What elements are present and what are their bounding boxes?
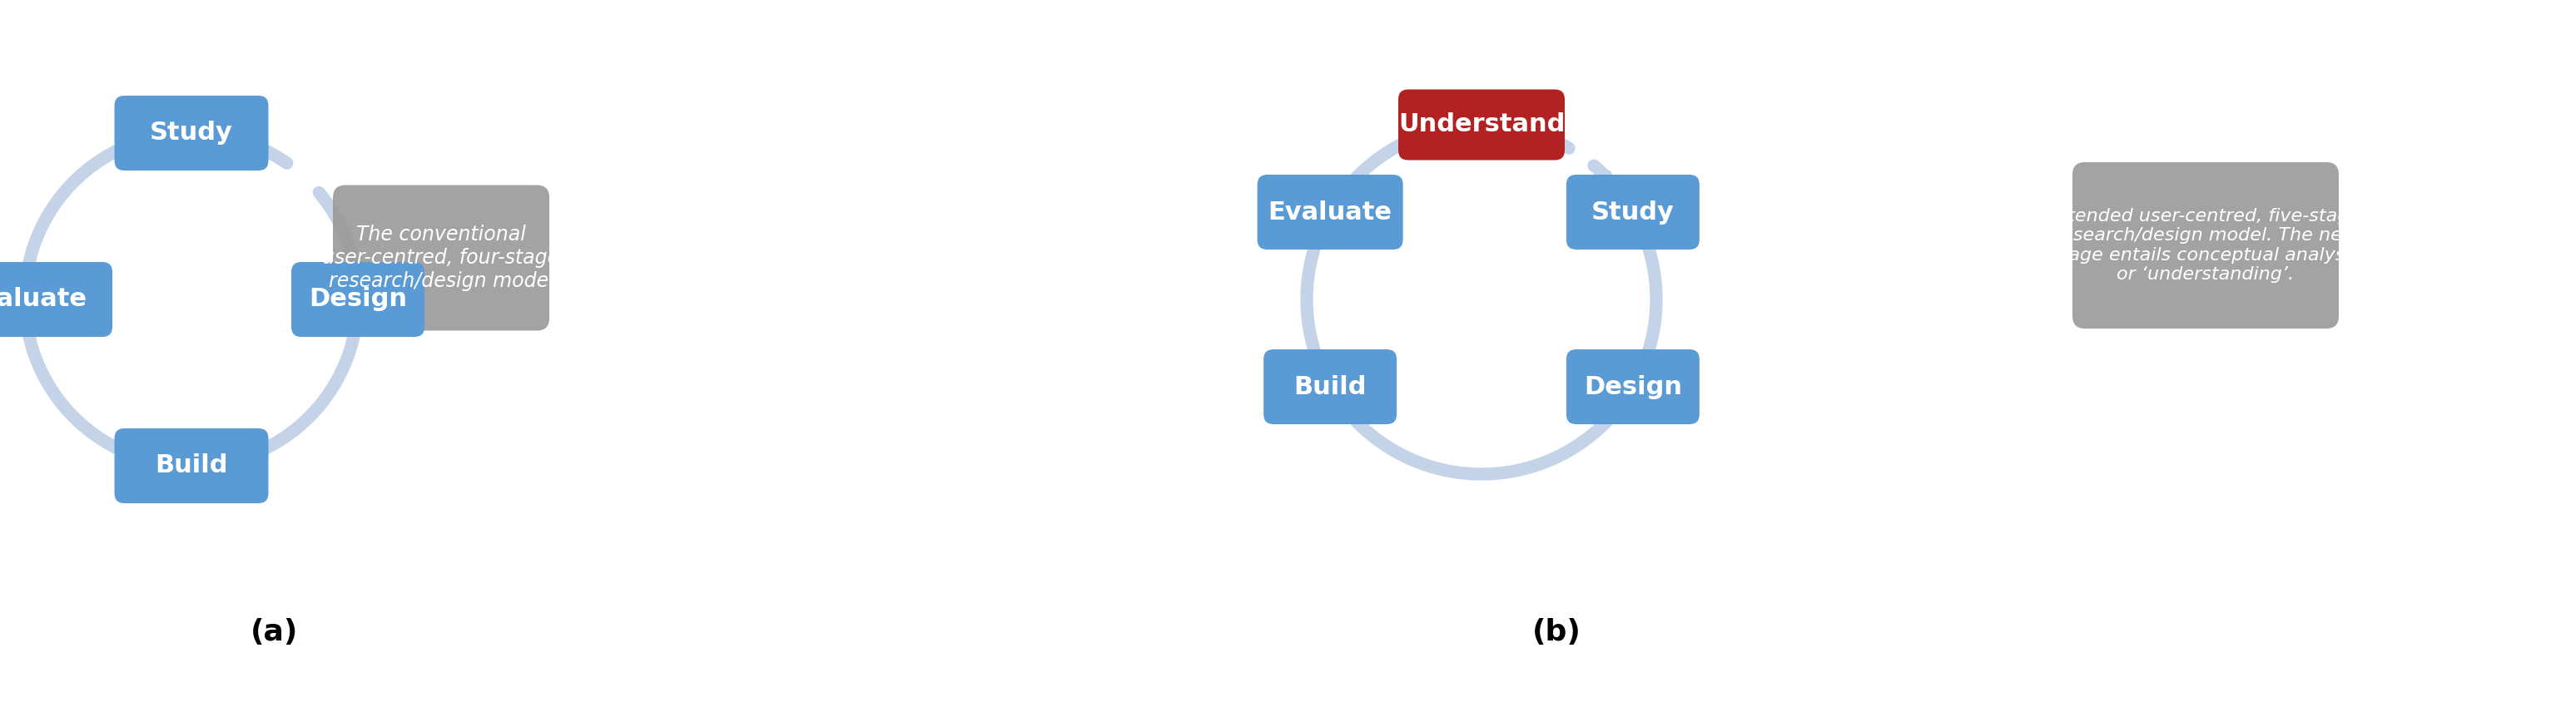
FancyBboxPatch shape <box>1566 175 1700 250</box>
FancyBboxPatch shape <box>113 428 268 503</box>
Text: Extended user-centred, five-stage,
research/design model. The new
stage entails : Extended user-centred, five-stage, resea… <box>2045 208 2367 282</box>
FancyBboxPatch shape <box>1399 90 1564 160</box>
Text: Study: Study <box>149 121 232 145</box>
Text: Build: Build <box>1293 375 1365 399</box>
FancyBboxPatch shape <box>2074 162 2339 329</box>
Text: The conventional
user-centred, four-stage
research/design model: The conventional user-centred, four-stag… <box>322 225 559 291</box>
FancyBboxPatch shape <box>1265 349 1396 425</box>
FancyBboxPatch shape <box>113 95 268 170</box>
Text: Design: Design <box>309 287 407 311</box>
Text: Build: Build <box>155 453 227 478</box>
Text: Evaluate: Evaluate <box>0 287 88 311</box>
Text: (a): (a) <box>250 618 299 646</box>
Text: Study: Study <box>1592 200 1674 224</box>
Text: Design: Design <box>1584 375 1682 399</box>
Text: Evaluate: Evaluate <box>1267 200 1391 224</box>
Text: Understand: Understand <box>1399 113 1564 137</box>
FancyBboxPatch shape <box>1257 175 1404 250</box>
Text: (b): (b) <box>1533 618 1582 646</box>
FancyBboxPatch shape <box>0 262 113 337</box>
FancyBboxPatch shape <box>1566 349 1700 425</box>
FancyBboxPatch shape <box>291 262 425 337</box>
FancyBboxPatch shape <box>332 185 549 331</box>
